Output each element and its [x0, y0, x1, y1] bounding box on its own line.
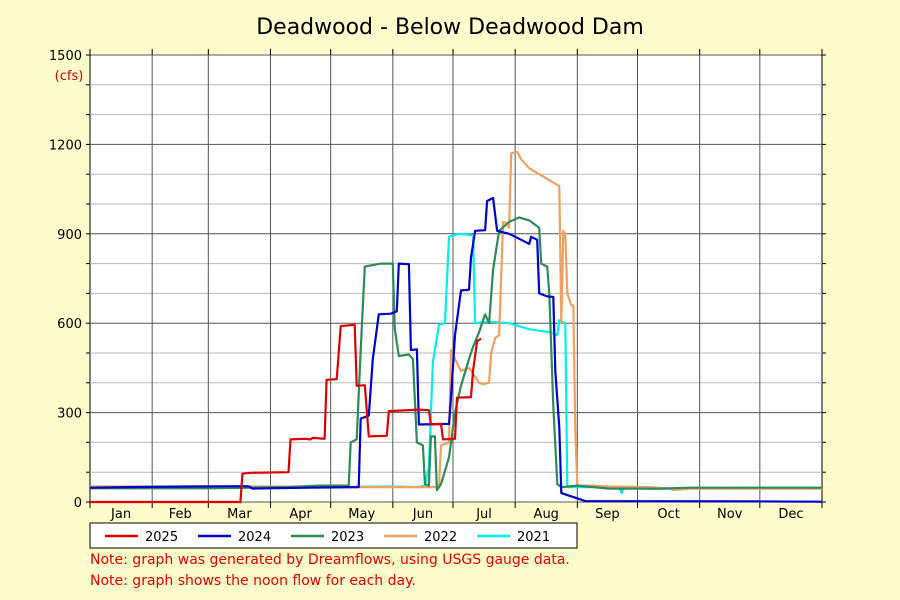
y-axis-unit-label: (cfs) [55, 69, 84, 84]
series-line-2024 [89, 196, 823, 503]
axes: 0 300 600 900 1200 1500 Jan Feb Mar Apr May Jun Jul A… [49, 49, 826, 522]
y-tick-label: 600 [57, 317, 82, 332]
series-line-2025 [90, 323, 482, 504]
y-tick-label: 0 [74, 496, 82, 511]
legend-label-2024: 2024 [238, 530, 271, 545]
y-tick-label: 1500 [49, 49, 82, 64]
series-line-2023 [90, 216, 822, 492]
note-source: Note: graph was generated by Dreamflows,… [90, 552, 570, 568]
chart-title: Deadwood - Below Deadwood Dam [256, 15, 644, 40]
note-noon-flow: Note: graph shows the noon flow for each… [90, 573, 416, 589]
x-tick-label: Feb [169, 507, 192, 522]
x-tick-label: Jun [412, 507, 433, 522]
x-tick-label: Jan [110, 507, 131, 522]
y-tick-label: 900 [57, 228, 82, 243]
x-tick-label: Dec [778, 507, 803, 522]
legend-label-2022: 2022 [424, 530, 457, 545]
legend-label-2025: 2025 [145, 530, 178, 545]
x-tick-label: Sep [595, 507, 620, 522]
legend: 2025 2024 2023 2022 2021 [105, 530, 550, 545]
x-tick-label: Jul [475, 507, 492, 522]
x-tick-label: Apr [289, 507, 312, 522]
y-tick-label: 1200 [49, 138, 82, 153]
y-tick-label: 300 [57, 407, 82, 422]
x-tick-label: Nov [717, 507, 743, 522]
series-lines [89, 150, 823, 504]
legend-label-2021: 2021 [517, 530, 550, 545]
x-tick-label: May [348, 507, 375, 522]
x-tick-label: Oct [657, 507, 679, 522]
x-tick-label: Aug [534, 507, 559, 522]
legend-label-2023: 2023 [331, 530, 364, 545]
x-tick-label: Mar [227, 507, 252, 522]
